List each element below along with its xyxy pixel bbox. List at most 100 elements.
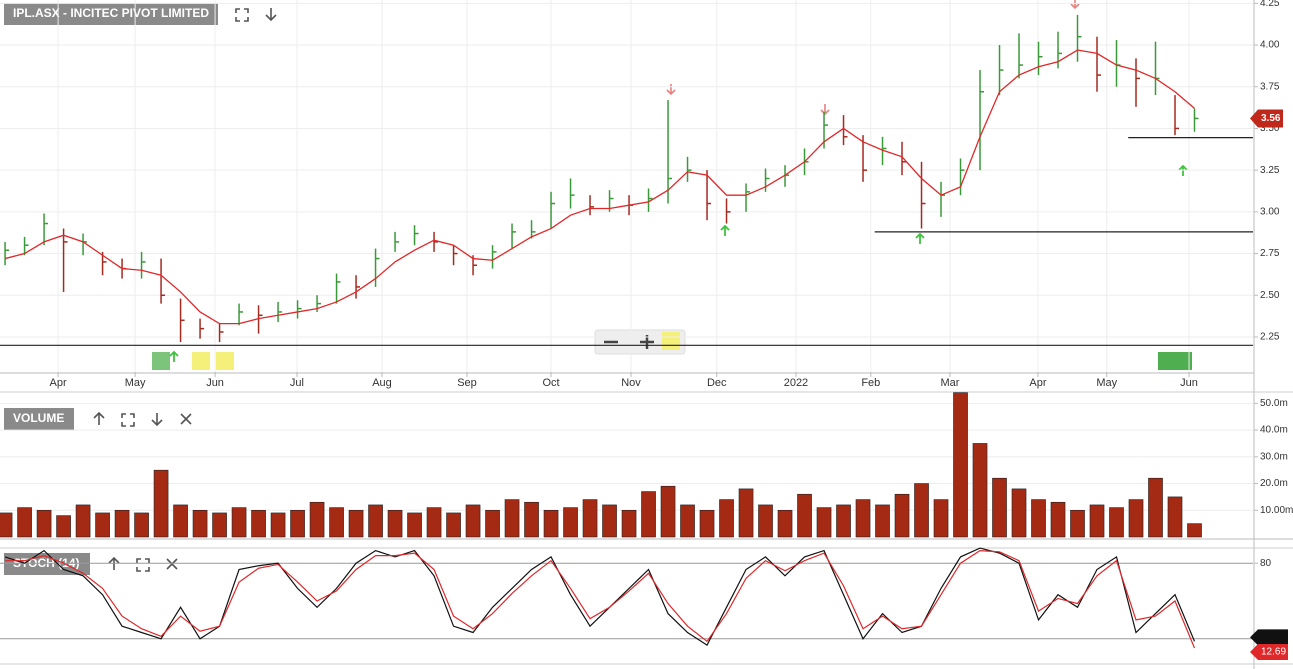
buy-signal [169,164,1188,362]
volume-bar [290,509,305,538]
volume-bar [407,512,422,538]
volume-bar [134,512,149,538]
marker[interactable] [1158,352,1192,370]
volume-bar [680,504,695,538]
volume-bar [446,512,461,538]
up-icon[interactable] [93,411,105,425]
volume-bar [212,512,227,538]
down-icon[interactable] [265,8,277,22]
volume-bar [1187,523,1202,538]
fullscreen-icon[interactable] [136,558,150,572]
marker[interactable] [152,352,170,370]
y-tick-label: 2.25 [1260,332,1280,343]
y-tick-label: 2.50 [1260,290,1280,301]
volume-bar [17,507,32,538]
volume-bar [602,504,617,538]
volume-bar [992,477,1007,538]
volume-bar [621,509,637,538]
volume-bar [95,512,110,538]
volume-bar [699,509,715,538]
last-price-label: 3.56 [1261,113,1281,124]
x-tick-label: Feb [861,377,880,389]
marker[interactable] [216,352,234,370]
volume-bar [309,501,325,538]
title-box [4,408,74,430]
volume-bar [1089,504,1105,538]
x-tick-label: 2022 [784,377,808,389]
volume-bar [875,504,890,538]
sell-signal [666,0,1080,116]
volume-bar [641,491,656,538]
volume-bar [836,504,851,538]
volume-bar [465,504,481,538]
volume-bar [387,509,403,538]
volume-bar [485,509,500,538]
x-tick-label: Jun [1180,377,1198,389]
title-box [4,553,90,575]
fullscreen-icon[interactable] [235,8,249,22]
x-tick-label: Oct [542,377,559,389]
volume-bar [348,509,364,538]
x-tick-label: Apr [1029,377,1046,389]
d-badge [1250,644,1288,661]
volume-bar [816,507,832,538]
volume-bar [563,507,578,538]
volume-bar [797,493,812,538]
volume-bar [1011,488,1027,538]
close-icon[interactable] [166,558,178,570]
down-icon[interactable] [151,413,163,427]
stoch-line [5,549,1196,649]
volume-bar [251,509,266,538]
volume-bar [1070,509,1085,538]
volume-bar [504,499,520,538]
up-icon[interactable] [108,556,120,570]
volume-bar [1128,499,1144,538]
close-icon[interactable] [180,413,192,425]
volume-bar [231,507,247,538]
stoch-line [4,547,1196,646]
y-tick-label: 40.0m [1260,425,1288,436]
volume-bar [738,488,754,538]
volume-bar [894,493,910,538]
x-tick-label: Nov [621,377,641,389]
volume-bar [0,512,13,538]
title-box [4,3,218,25]
chart-title: IPL.ASX - INCITEC PIVOT LIMITED [13,6,209,20]
volume-bar [75,504,91,538]
x-tick-label: May [125,377,146,389]
fullscreen-icon[interactable] [121,413,135,427]
volume-bar [1050,501,1066,538]
volume-bar [933,499,949,538]
x-tick-label: Sep [457,377,477,389]
volume-bar [173,504,188,538]
volume-bar [192,509,208,538]
volume-bar [1148,477,1163,538]
k-badge [1250,629,1288,646]
moving-average [4,49,1195,325]
y-tick-label: 3.50 [1260,123,1280,134]
marker[interactable] [192,352,210,370]
volume-bar [543,509,559,538]
volume-bar [1031,499,1046,538]
y-tick-label: 3.75 [1260,81,1280,92]
x-tick-label: Aug [372,377,392,389]
panel-title: VOLUME [13,411,64,425]
volume-bar [758,504,773,538]
x-tick-label: May [1096,377,1117,389]
draw-tool[interactable] [662,332,680,350]
volume-bar [368,504,383,538]
volume-bar [270,512,286,538]
volume-bar [582,499,598,538]
volume-bar [1109,507,1124,538]
y-tick-label: 20.0m [1260,478,1288,489]
y-tick-label: 30.0m [1260,451,1288,462]
volume-bar [114,509,130,538]
volume-bar [719,499,734,538]
y-tick-label: 50.0m [1260,398,1288,409]
volume-bar [1167,496,1183,538]
volume-bar [329,507,344,538]
y-tick-label: 4.25 [1260,0,1280,9]
x-tick-label: Apr [50,377,67,389]
volume-bar [36,509,52,538]
